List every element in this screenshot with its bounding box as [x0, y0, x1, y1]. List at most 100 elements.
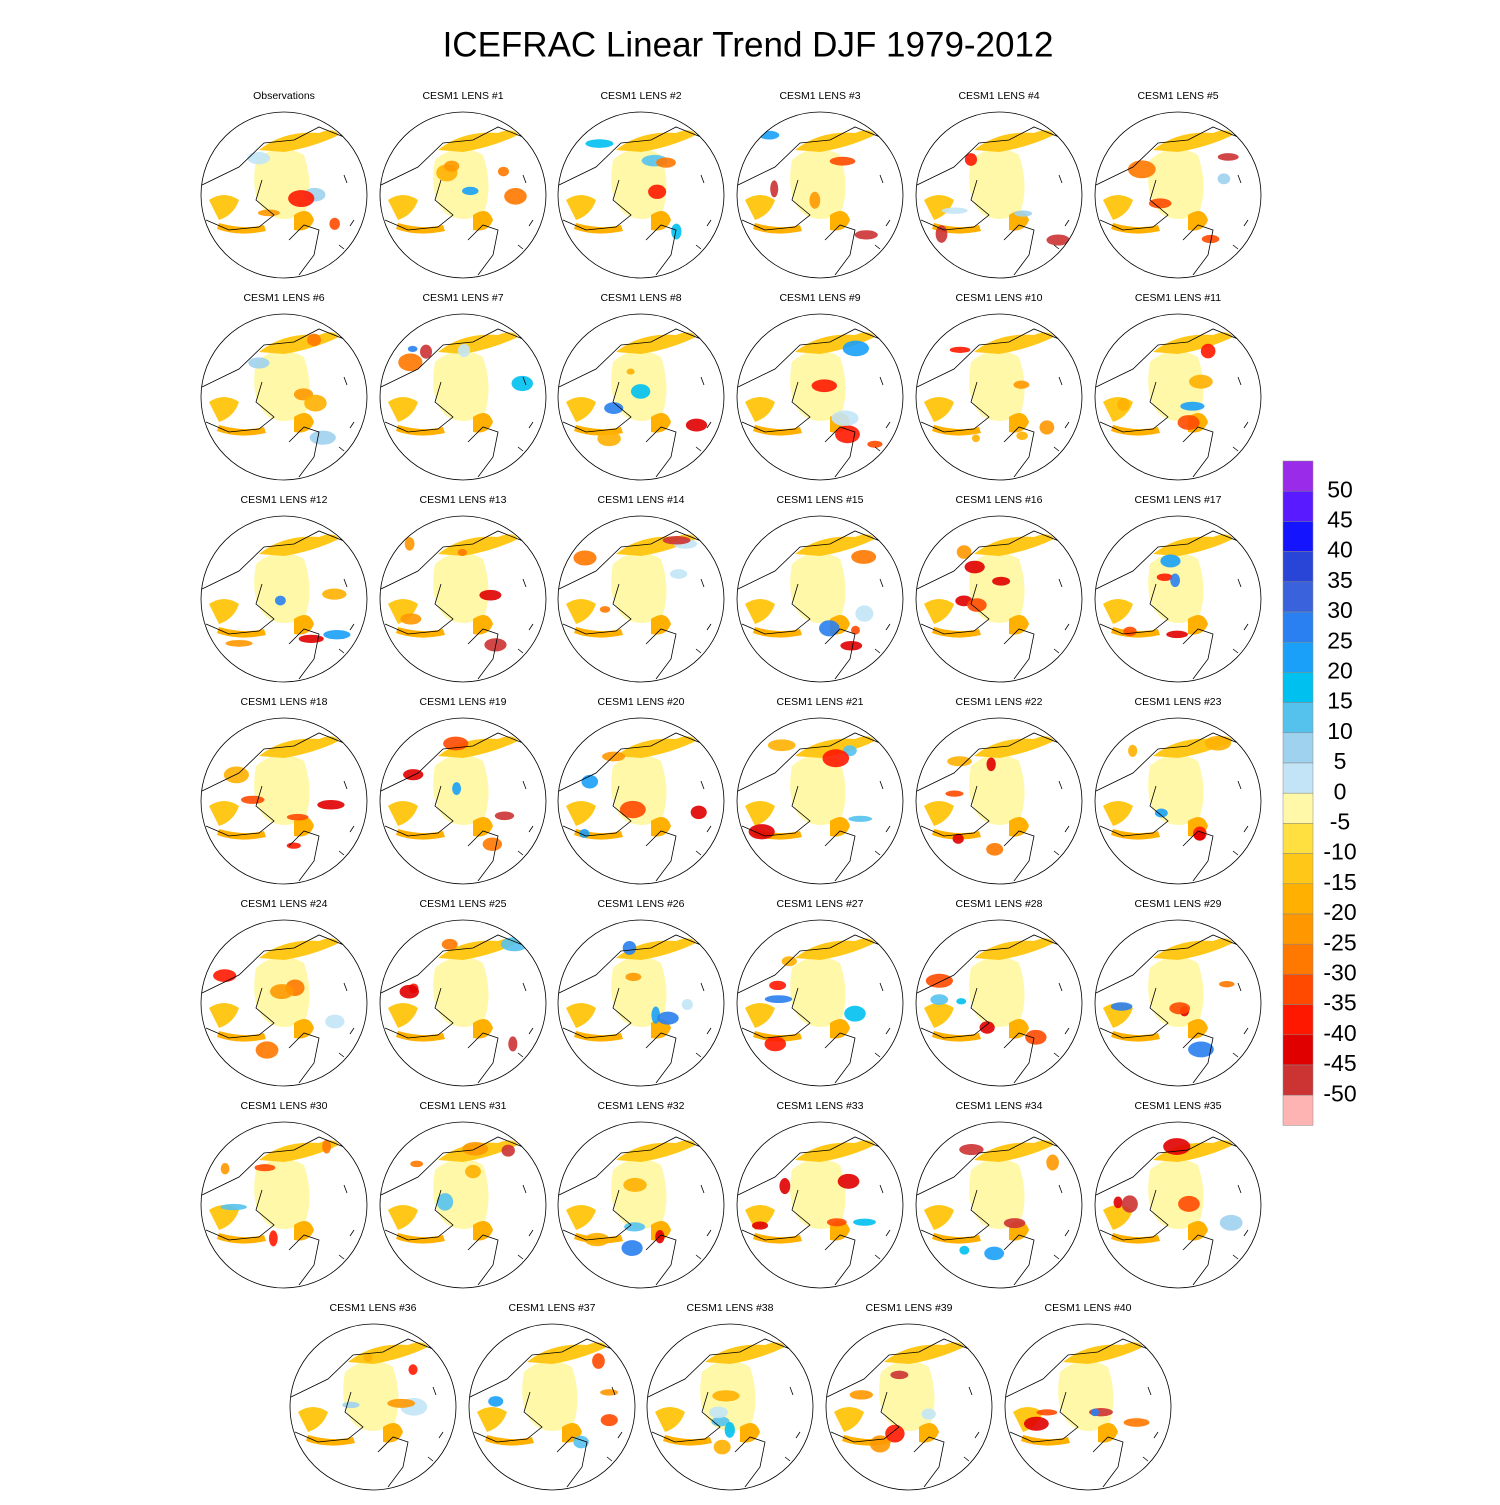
trend-blob [298, 634, 324, 644]
map-border [736, 313, 904, 481]
map-content [380, 934, 534, 1084]
coastline [380, 126, 534, 276]
labrador-band [396, 1031, 445, 1042]
coastline [380, 1136, 534, 1286]
map-content [201, 1136, 355, 1286]
ice-area [254, 1158, 310, 1229]
coastline [201, 530, 355, 680]
map-border [289, 1323, 457, 1491]
hudson-band [209, 801, 239, 826]
map-border [1004, 1323, 1172, 1491]
coast-band [527, 1342, 607, 1364]
trend-blob [1014, 210, 1033, 217]
trend-blob [619, 800, 646, 819]
coast-band [1153, 534, 1233, 556]
map-panel [1094, 717, 1262, 885]
trend-blob [220, 1163, 230, 1175]
colorbar-label: 50 [1327, 476, 1353, 502]
coastline [1095, 732, 1249, 882]
trend-blob [822, 749, 850, 768]
hudson-band [924, 801, 954, 826]
trend-blob [410, 1160, 424, 1168]
colorbar-box [1282, 581, 1314, 613]
trend-blob [967, 598, 987, 612]
panel-title: CESM1 LENS #22 [956, 696, 1043, 708]
coast-band [1063, 1342, 1143, 1364]
trend-blob [482, 837, 503, 851]
labrador-band [217, 1031, 266, 1042]
trend-blob [1123, 626, 1137, 637]
map-content [380, 530, 534, 680]
trend-blob [819, 620, 840, 637]
colorbar-box [1282, 913, 1314, 945]
map-panel [200, 717, 368, 885]
map-panel [915, 111, 1083, 279]
barents-band [473, 1019, 493, 1039]
panel-title: CESM1 LENS #18 [241, 696, 328, 708]
panel-title: CESM1 LENS #28 [956, 898, 1043, 910]
map-border [646, 1323, 814, 1491]
hudson-band [566, 195, 596, 220]
map-panel [1094, 111, 1262, 279]
panel-title: CESM1 LENS #3 [779, 90, 860, 102]
colorbar-label: -45 [1323, 1050, 1356, 1076]
hudson-band [209, 1003, 239, 1028]
hudson-band [834, 1407, 864, 1432]
map-border [736, 717, 904, 885]
map-panel [1094, 919, 1262, 1087]
trend-blob [462, 186, 479, 196]
trend-blob [304, 394, 327, 412]
trend-blob [1188, 1041, 1214, 1058]
hudson-band [566, 1205, 596, 1230]
coast-band [259, 736, 339, 758]
map-content [558, 126, 712, 276]
map-panel [825, 1323, 993, 1491]
trend-blob [1200, 343, 1216, 359]
coast-band [974, 736, 1054, 758]
map-border [1094, 717, 1262, 885]
trend-blob [1178, 1195, 1200, 1212]
coast-band [884, 1342, 964, 1364]
map-content [737, 328, 891, 478]
map-panel [200, 515, 368, 683]
colorbar-label: 40 [1327, 537, 1353, 563]
coast-band [974, 332, 1054, 354]
barents-band [1188, 1019, 1208, 1039]
panel-title: CESM1 LENS #13 [420, 494, 507, 506]
hudson-band [209, 397, 239, 422]
coast-band [259, 938, 339, 960]
map-border [1094, 515, 1262, 683]
coastline [290, 1338, 444, 1488]
trend-blob [1113, 1196, 1123, 1209]
map-content [737, 732, 891, 882]
trend-blob [971, 434, 980, 443]
colorbar-label: -40 [1323, 1020, 1356, 1046]
map-border [200, 515, 368, 683]
coast-band [616, 736, 696, 758]
hudson-band [566, 599, 596, 624]
ice-area [969, 350, 1025, 421]
hudson-band [745, 195, 775, 220]
barents-band [1188, 615, 1208, 635]
trend-blob [1170, 573, 1181, 588]
ice-area [433, 552, 489, 623]
map-content [1095, 934, 1249, 1084]
map-border [915, 111, 1083, 279]
panel-title: CESM1 LENS #33 [777, 1100, 864, 1112]
panel-title: CESM1 LENS #29 [1135, 898, 1222, 910]
colorbar-box [1282, 611, 1314, 643]
trend-blob [223, 766, 249, 784]
trend-blob [457, 343, 471, 358]
coastline [558, 732, 712, 882]
map-content [201, 530, 355, 680]
hudson-band [924, 599, 954, 624]
map-border [736, 111, 904, 279]
map-panel [557, 111, 725, 279]
hudson-band [924, 397, 954, 422]
trend-blob [400, 613, 422, 625]
hudson-band [566, 801, 596, 826]
map-panel [915, 313, 1083, 481]
trend-blob [592, 1353, 605, 1369]
trend-blob [500, 937, 528, 952]
